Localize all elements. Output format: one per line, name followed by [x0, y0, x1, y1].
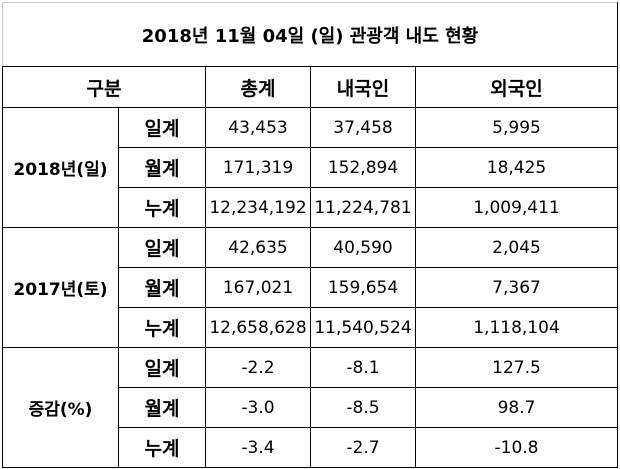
- row-label: 월계: [118, 267, 206, 308]
- table-row: 월계 171,319 152,894 18,425: [3, 147, 618, 188]
- table-row: 월계 -3.0 -8.5 98.7: [3, 387, 618, 428]
- cell-total: 12,234,192: [205, 187, 311, 228]
- header-domestic: 내국인: [310, 66, 416, 108]
- cell-foreign: 1,009,411: [415, 187, 618, 228]
- row-label: 일계: [118, 347, 206, 388]
- table-row: 2017년(토) 일계 42,635 40,590 2,045: [2, 227, 618, 348]
- group-label-change: 증감(%): [2, 347, 119, 468]
- group-label-2018: 2018년(일): [2, 107, 119, 228]
- cell-total: 12,658,628: [205, 307, 311, 348]
- cell-domestic: 40,590: [310, 227, 416, 268]
- cell-foreign: 5,995: [415, 107, 618, 148]
- group-label-2017: 2017년(토): [2, 227, 119, 348]
- cell-total: 171,319: [205, 147, 311, 188]
- cell-domestic: 11,540,524: [310, 307, 416, 348]
- header-total: 총계: [205, 66, 311, 108]
- cell-total: 167,021: [205, 267, 311, 308]
- table-row: 누계 12,658,628 11,540,524 1,118,104: [3, 307, 618, 348]
- cell-foreign: 18,425: [415, 147, 618, 188]
- table-row: 월계 167,021 159,654 7,367: [3, 267, 618, 308]
- cell-total: -2.2: [205, 347, 311, 388]
- table-title: 2018년 11월 04일 (일) 관광객 내도 현황: [2, 2, 618, 67]
- cell-domestic: -2.7: [310, 427, 416, 468]
- row-label: 월계: [118, 387, 206, 428]
- cell-total: -3.0: [205, 387, 311, 428]
- cell-domestic: 159,654: [310, 267, 416, 308]
- cell-foreign: -10.8: [415, 427, 618, 468]
- row-label: 일계: [118, 227, 206, 268]
- row-label: 누계: [118, 307, 206, 348]
- header-category: 구분: [2, 66, 206, 108]
- title-row: 2018년 11월 04일 (일) 관광객 내도 현황: [2, 2, 618, 67]
- cell-domestic: -8.1: [310, 347, 416, 388]
- cell-foreign: 127.5: [415, 347, 618, 388]
- cell-domestic: -8.5: [310, 387, 416, 428]
- cell-total: 43,453: [205, 107, 311, 148]
- cell-domestic: 37,458: [310, 107, 416, 148]
- row-label: 월계: [118, 147, 206, 188]
- cell-foreign: 7,367: [415, 267, 618, 308]
- cell-foreign: 98.7: [415, 387, 618, 428]
- table-row: 누계 12,234,192 11,224,781 1,009,411: [3, 187, 618, 228]
- header-row: 구분 총계 내국인 외국인: [2, 66, 618, 108]
- cell-foreign: 1,118,104: [415, 307, 618, 348]
- header-foreign: 외국인: [415, 66, 618, 108]
- table-row: 증감(%) 일계 -2.2 -8.1 127.5: [2, 347, 618, 468]
- cell-foreign: 2,045: [415, 227, 618, 268]
- row-label: 누계: [118, 427, 206, 468]
- table-row: 2018년(일) 일계 43,453 37,458 5,995: [2, 107, 618, 228]
- cell-domestic: 152,894: [310, 147, 416, 188]
- table-row: 누계 -3.4 -2.7 -10.8: [3, 427, 618, 468]
- cell-total: -3.4: [205, 427, 311, 468]
- row-label: 일계: [118, 107, 206, 148]
- cell-domestic: 11,224,781: [310, 187, 416, 228]
- cell-total: 42,635: [205, 227, 311, 268]
- row-label: 누계: [118, 187, 206, 228]
